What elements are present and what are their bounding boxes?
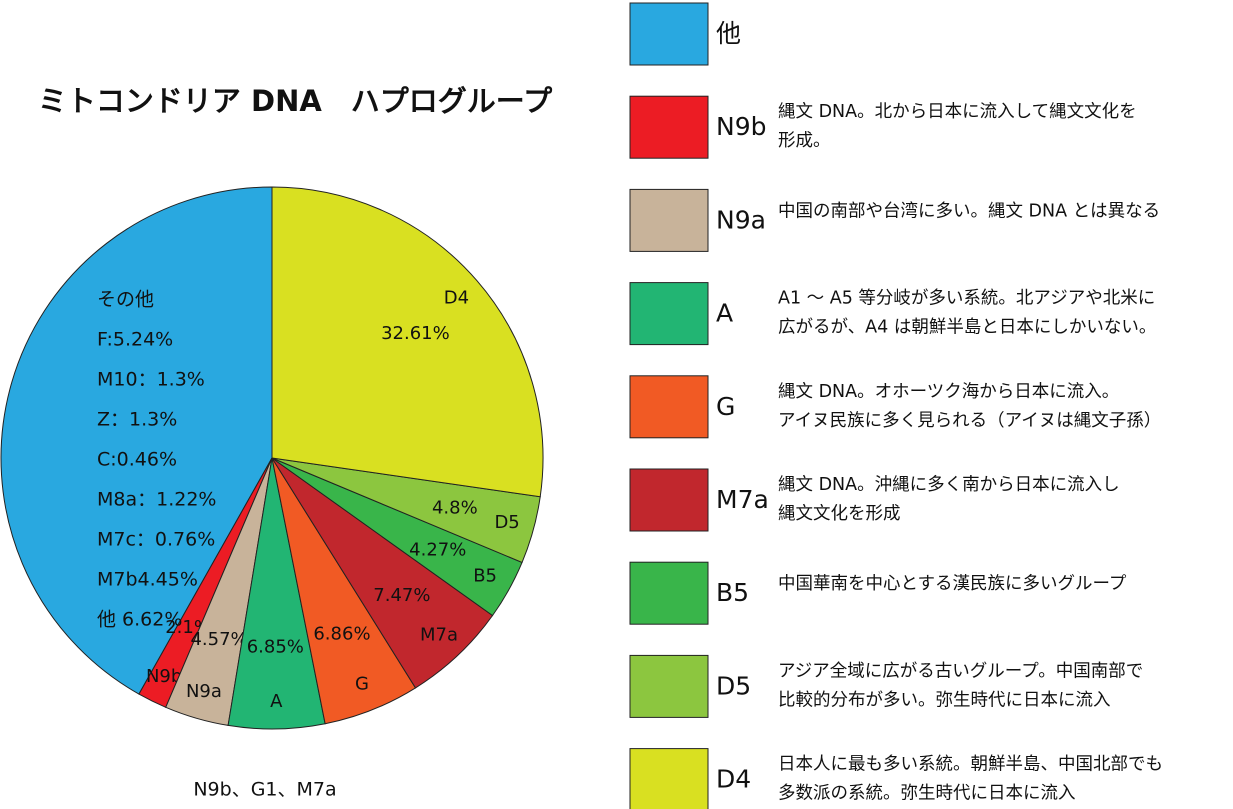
legend-label: N9a — [716, 205, 766, 234]
other-breakdown: M10：1.3% — [97, 369, 205, 391]
legend-label: G — [716, 392, 735, 421]
legend-label: A — [716, 299, 733, 328]
legend-description: 縄文 DNA。オホーツク海から日本に流入。 — [778, 382, 1119, 402]
other-breakdown: M8a：1.22% — [97, 489, 216, 511]
other-breakdown: その他 — [97, 289, 154, 311]
legend-description: アジア全域に広がる古いグループ。中国南部で — [778, 661, 1143, 681]
legend-description: 縄文 DNA。北から日本に流入して縄文文化を — [778, 102, 1137, 122]
pie-slice — [0, 186, 273, 695]
slice-label: D5 — [494, 512, 519, 533]
other-breakdown: M7b4.45% — [97, 569, 198, 591]
legend-description: 比較的分布が多い。弥生時代に日本に流入 — [778, 690, 1111, 710]
slice-value-label: 7.47% — [373, 585, 430, 606]
legend-description: 形成。 — [778, 131, 831, 151]
legend-description: 広がるが、A4 は朝鮮半島と日本にしかいない。 — [778, 318, 1156, 338]
legend-description: 縄文文化を形成 — [778, 504, 901, 524]
legend-swatch — [629, 468, 709, 532]
other-breakdown: Z：1.3% — [97, 409, 177, 431]
other-breakdown: C:0.46% — [97, 449, 177, 471]
legend-swatch — [629, 95, 709, 159]
legend-label: D4 — [716, 765, 751, 794]
slice-label: M7a — [420, 625, 458, 646]
legend-description: 中国華南を中心とする漢民族に多いグループ — [778, 574, 1127, 594]
other-breakdown: M7c：0.76% — [97, 529, 215, 551]
pie-slice — [271, 186, 544, 498]
slice-label: D4 — [444, 287, 469, 308]
slice-value-label: 32.61% — [381, 323, 450, 344]
legend-swatch — [629, 654, 709, 718]
legend-description: 中国の南部や台湾に多い。縄文 DNA とは異なる — [778, 201, 1160, 221]
legend-swatch — [629, 561, 709, 625]
footnote: N9b、G1、M7a — [193, 779, 336, 801]
slice-value-label: 6.85% — [247, 637, 304, 658]
slice-value-label: 6.86% — [313, 623, 370, 644]
slice-value-label: 4.8% — [432, 498, 478, 519]
legend-description: 多数派の系統。弥生時代に日本に流入 — [778, 784, 1076, 804]
slice-label: N9a — [186, 681, 222, 702]
slice-label: N9b — [146, 666, 182, 687]
legend-description: 日本人に最も多い系統。朝鮮半島、中国北部でも — [778, 755, 1163, 775]
legend-swatch — [629, 282, 709, 346]
legend-swatch — [629, 375, 709, 439]
legend-label: D5 — [716, 671, 751, 700]
legend-label: N9b — [716, 112, 766, 141]
slice-value-label: 4.27% — [409, 539, 466, 560]
legend-description: 縄文 DNA。沖縄に多く南から日本に流入し — [778, 475, 1120, 495]
legend-label: M7a — [716, 485, 769, 514]
slice-label: B5 — [473, 566, 497, 587]
legend-swatch — [629, 188, 709, 252]
slice-label: A — [270, 691, 283, 712]
legend-label: 他 — [716, 19, 741, 48]
legend-label: B5 — [716, 578, 749, 607]
chart-title: ミトコンドリア DNA ハプログループ — [38, 84, 553, 118]
legend-swatch — [629, 748, 709, 809]
legend-swatch — [629, 2, 709, 66]
legend-description: アイヌ民族に多く見られる（アイヌは縄文子孫） — [778, 411, 1161, 431]
slice-value-label: 4.57% — [190, 629, 247, 650]
other-breakdown: 他 6.62% — [97, 609, 182, 631]
legend-description: A1 ～ A5 等分岐が多い系統。北アジアや北米に — [778, 289, 1155, 309]
other-breakdown: F:5.24% — [97, 329, 173, 351]
slice-label: G — [355, 674, 369, 695]
